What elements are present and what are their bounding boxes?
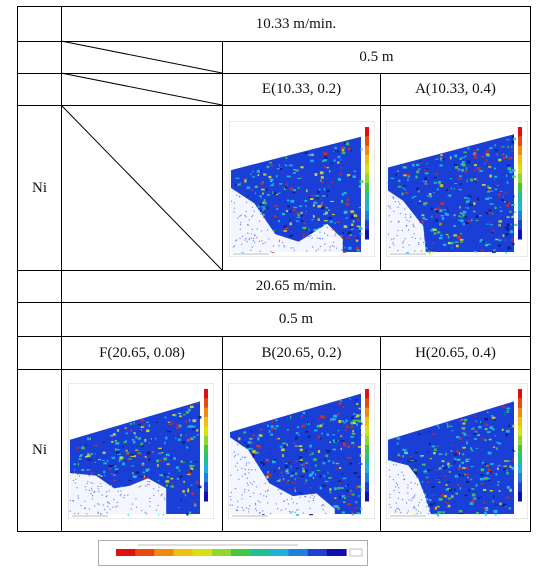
color-scale-legend [98,540,368,566]
grid-line [17,41,531,42]
grid-line [17,73,531,74]
column-header-a: A(10.33, 0.4) [415,81,496,97]
ni-map-b [228,383,375,519]
grid-line [17,336,531,337]
grid-line [17,105,531,106]
depth-header-1: 0.5 m [359,49,394,65]
grid-line [222,41,223,270]
grid-line [222,336,223,531]
depth-header-2: 0.5 m [278,311,314,327]
grid-line [17,369,531,370]
ni-map-h [386,383,528,519]
grid-line [17,531,531,532]
grid-line [17,6,531,7]
row-label-ni-2: Ni [32,442,47,458]
row-label-ni-1: Ni [32,179,47,196]
grid-line [61,6,62,531]
grid-line [17,302,531,303]
grid-line [380,336,381,531]
ni-map-e [229,121,375,257]
grid-line [530,6,531,531]
column-header-e: E(10.33, 0.2) [261,81,342,97]
ni-map-a [386,121,528,257]
speed-header-2: 20.65 m/min. [255,278,337,294]
column-header-h: H(20.65, 0.4) [415,344,496,361]
grid-line [17,6,18,531]
grid-line [380,73,381,270]
grid-line [17,270,531,271]
speed-header-1: 10.33 m/min. [255,15,337,32]
column-header-f: F(20.65, 0.08) [99,344,185,361]
ni-map-f [68,383,214,519]
column-header-b: B(20.65, 0.2) [261,344,342,361]
